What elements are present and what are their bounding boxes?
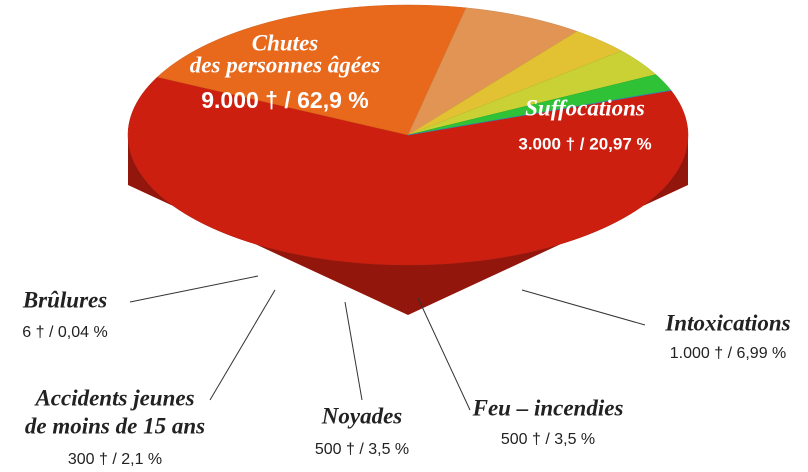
slice-name: Chutes xyxy=(252,30,319,55)
value-label: 300 † / 2,1 % xyxy=(68,451,162,468)
value-label: 9.000 † / 62,9 % xyxy=(201,87,369,113)
slice xyxy=(407,31,623,136)
value-label: 500 † / 3,5 % xyxy=(501,431,595,448)
slice-name: de moins de 15 ans xyxy=(25,413,205,438)
slice xyxy=(407,50,657,136)
slice-name: des personnes âgées xyxy=(190,52,380,77)
leader-line xyxy=(344,301,363,401)
leader-line xyxy=(417,297,471,411)
value-label: 6 † / 0,04 % xyxy=(22,324,107,341)
slice xyxy=(407,7,578,136)
slice xyxy=(156,4,467,136)
value-label: 3.000 † / 20,97 % xyxy=(518,134,651,153)
leader-line xyxy=(129,275,259,303)
leader-line xyxy=(521,289,646,326)
slice-name: Suffocations xyxy=(525,95,645,120)
slice xyxy=(127,76,689,266)
slice-name: Noyades xyxy=(321,403,403,428)
slice-name: Feu – incendies xyxy=(472,395,624,420)
slice-side xyxy=(128,135,688,315)
slice-name: Intoxications xyxy=(664,310,790,335)
slice-name: Brûlures xyxy=(22,287,107,312)
value-label: 500 † / 3,5 % xyxy=(315,441,409,458)
value-label: 1.000 † / 6,99 % xyxy=(670,345,787,362)
slice-name: Accidents jeunes xyxy=(33,385,194,410)
leader-line xyxy=(209,289,276,401)
slice xyxy=(407,89,672,136)
